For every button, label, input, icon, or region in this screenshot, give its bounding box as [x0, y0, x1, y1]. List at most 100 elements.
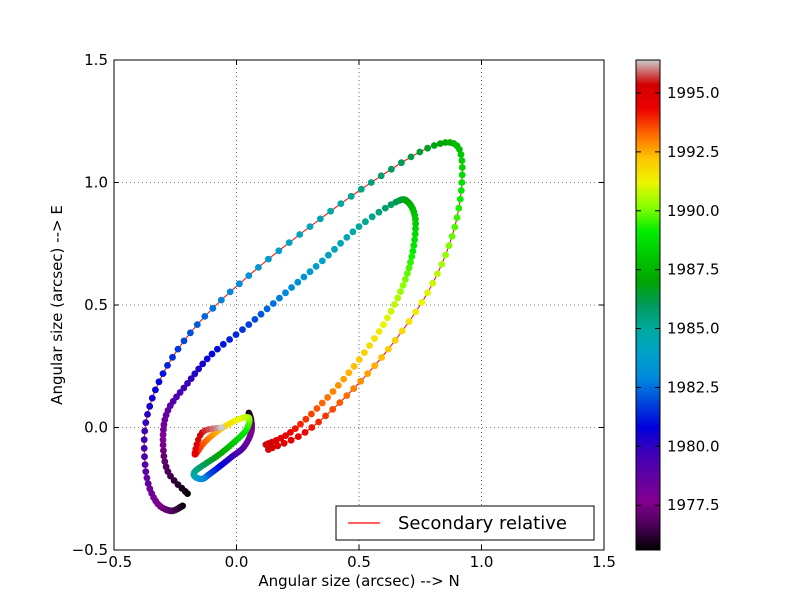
- data-point: [412, 220, 419, 228]
- data-point: [300, 273, 308, 281]
- data-point: [430, 142, 438, 149]
- data-point: [287, 429, 294, 436]
- data-point: [275, 247, 283, 255]
- colorbar-tick-label: 1982.5: [667, 378, 720, 396]
- data-point: [142, 419, 150, 426]
- data-point: [209, 304, 217, 312]
- data-point: [350, 362, 358, 370]
- data-point: [160, 452, 168, 460]
- data-point: [418, 298, 426, 306]
- data-point: [288, 284, 295, 291]
- y-axis-label: Angular size (arcsec) --> E: [48, 205, 66, 405]
- colorbar-tick-label: 1992.5: [667, 143, 720, 161]
- colorbar-gradient: [635, 59, 661, 551]
- data-point: [195, 365, 203, 373]
- grid: [114, 60, 604, 550]
- data-point: [297, 420, 304, 428]
- data-point: [236, 280, 243, 288]
- data-point: [398, 159, 405, 167]
- data-point: [251, 316, 259, 323]
- data-point: [457, 151, 465, 158]
- data-point: [416, 148, 424, 156]
- data-point: [436, 140, 444, 148]
- data-point: [282, 289, 289, 297]
- data-point: [161, 458, 169, 465]
- data-point: [160, 447, 167, 454]
- data-point: [269, 300, 277, 307]
- data-point: [405, 318, 413, 325]
- data-point: [453, 214, 461, 222]
- data-point: [455, 204, 463, 212]
- data-point: [375, 328, 383, 335]
- data-point: [399, 282, 407, 289]
- data-point: [362, 218, 369, 226]
- data-point: [411, 236, 418, 244]
- data-point: [312, 263, 320, 270]
- colorbar-tick-label: 1995.0: [667, 84, 720, 102]
- x-tick-label: −0.5: [96, 553, 132, 571]
- data-point: [142, 468, 150, 475]
- data-point: [329, 406, 337, 413]
- data-point: [203, 355, 211, 363]
- data-point: [159, 441, 167, 449]
- data-point: [394, 294, 402, 302]
- data-point: [404, 270, 411, 277]
- data-point: [191, 370, 199, 378]
- colorbar-tick-label: 1987.5: [667, 261, 720, 279]
- data-point: [378, 354, 385, 361]
- data-point: [384, 314, 391, 322]
- data-point: [445, 242, 453, 250]
- data-point: [411, 230, 419, 238]
- data-point: [180, 337, 188, 345]
- data-point: [257, 310, 265, 318]
- data-point: [318, 399, 326, 407]
- data-point: [381, 204, 389, 212]
- x-axis-label: Angular size (arcsec) --> N: [258, 572, 459, 590]
- colorbar: 1977.5 1980.0 1982.5 1985.0 1987.5 1990.0 1992…: [635, 59, 720, 551]
- data-point: [366, 342, 373, 349]
- colorbar-tick-label: 1990.0: [667, 202, 720, 220]
- data-point: [255, 264, 262, 271]
- data-point: [199, 360, 207, 368]
- data-point: [327, 207, 334, 215]
- data-point: [434, 270, 441, 278]
- data-point: [201, 313, 209, 320]
- data-point: [308, 410, 315, 418]
- data-point: [412, 225, 419, 233]
- data-point: [367, 179, 375, 186]
- y-axis-ticks: −0.5 0.0 0.5 1.0 1.5: [72, 51, 604, 559]
- colorbar-tick-label: 1980.0: [667, 437, 720, 455]
- data-point: [438, 261, 446, 268]
- data-point: [345, 369, 353, 377]
- data-point: [391, 301, 398, 308]
- data-point: [159, 431, 167, 439]
- data-point: [214, 345, 221, 353]
- y-tick-label: 1.5: [84, 51, 108, 69]
- legend-box: [335, 505, 595, 541]
- data-point: [280, 439, 288, 447]
- data-point: [402, 276, 409, 283]
- data-point: [409, 247, 417, 255]
- y-tick-label: 0.5: [84, 296, 108, 314]
- data-point: [407, 258, 414, 266]
- legend: Secondary relative: [335, 505, 595, 541]
- data-point: [361, 349, 368, 356]
- data-point: [329, 388, 337, 395]
- data-point: [308, 424, 316, 431]
- data-point: [306, 223, 314, 231]
- data-point: [456, 146, 463, 153]
- data-point: [397, 288, 404, 295]
- data-point: [217, 296, 225, 304]
- data-point: [385, 345, 392, 353]
- data-point: [159, 370, 167, 377]
- data-point: [343, 392, 351, 399]
- data-point: [391, 336, 399, 344]
- data-point: [164, 362, 171, 369]
- data-point: [424, 144, 431, 152]
- data-point: [347, 192, 355, 200]
- data-point: [291, 425, 299, 432]
- data-point: [337, 239, 344, 247]
- data-point: [336, 399, 344, 406]
- data-point: [193, 321, 201, 328]
- data-point: [276, 294, 283, 302]
